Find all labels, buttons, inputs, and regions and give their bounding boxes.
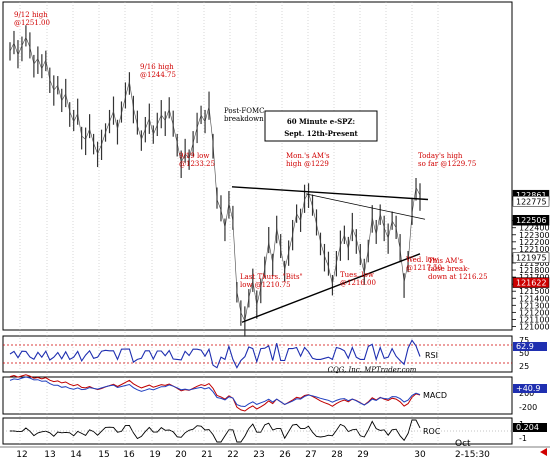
x-tick-label: 21 [201, 450, 212, 460]
macd-value-tag: +40.9 [516, 384, 541, 393]
price-tag-label: 122861 [516, 191, 547, 200]
x-tick-label: 22 [227, 450, 238, 460]
x-tick-label: 15 [98, 450, 109, 460]
annotation-line2: so far @1229.75 [418, 160, 476, 168]
annotation-line1: Tues. low [340, 271, 374, 279]
left-arrow-icon [540, 448, 547, 456]
x-tick-label: 13 [44, 450, 55, 460]
y-tick-label: 122400 [519, 224, 550, 233]
roc-value-tag-box [513, 423, 547, 432]
price-tag-box [512, 252, 550, 263]
annotation-line1: Last Thurs. "Bits" [240, 273, 303, 281]
y-tick-label: 121500 [519, 287, 550, 296]
x-tick-label: 27 [305, 450, 316, 460]
annotation-line1: 9/19 low [179, 152, 209, 160]
credit-text: CQG, Inc. MPTrader.com [328, 366, 417, 374]
price-tag-label: 121975 [516, 254, 547, 263]
x-month-label: Oct [455, 439, 471, 449]
macd-panel-frame [2, 376, 513, 415]
annotation-line2: @1244.75 [140, 71, 176, 79]
annotation-line2: false break- [428, 265, 470, 273]
annotation-line2: breakdown [224, 115, 264, 123]
y-tick-label: 121100 [519, 315, 550, 324]
annotation-line1: 9/16 high [140, 63, 174, 71]
rsi-tick-label: 25 [519, 362, 529, 371]
upper-trendline [231, 186, 429, 201]
annotation-line1: Wed. low [406, 256, 438, 264]
price-tag-box [512, 196, 550, 207]
x-tick-label: 19 [149, 450, 161, 460]
roc-label: ROC [423, 427, 441, 436]
y-tick-label: 121000 [519, 322, 550, 331]
macd-tick-label: 200 [519, 389, 534, 398]
price-tag-box [512, 277, 550, 288]
macd-label: MACD [423, 391, 447, 400]
price-tag-box [512, 214, 550, 226]
price-panel-frame [2, 1, 513, 331]
x-tick-label: 26 [279, 450, 291, 460]
y-tick-label: 121400 [519, 294, 550, 303]
rsi-value-tag: 62.9 [516, 342, 534, 351]
annotation-line1: 9/12 high [14, 11, 48, 19]
rsi-label: RSI [425, 351, 438, 360]
x-tick-label: 20 [175, 450, 187, 460]
annotation-line2: @1251.00 [14, 19, 50, 27]
rsi-tick-label: 75 [519, 336, 529, 345]
annotation-line1: Post-FOMC [224, 107, 265, 115]
chart-title: 60 Minute e-SPZ: [287, 117, 355, 126]
x-tick-label: 28 [331, 450, 343, 460]
annotation-line1: Mon.'s AM's [286, 152, 330, 160]
rsi-tick-label: 50 [519, 349, 529, 358]
x-tick-label: 12 [16, 450, 27, 460]
annotation-line2: high @1229 [286, 160, 329, 168]
rsi-panel-frame [2, 335, 513, 373]
rsi-line [9, 339, 421, 369]
annotation-line1: This AM's [428, 257, 463, 265]
price-tag-label: 122506 [516, 216, 547, 225]
y-tick-label: 122100 [519, 245, 550, 254]
annotation-line2: @1233.25 [179, 160, 215, 168]
y-tick-label: 121800 [519, 266, 550, 275]
roc-tick-label: -1 [519, 434, 527, 443]
annotation-line2: @1217.50 [406, 264, 442, 272]
x-tick-label: 23 [253, 450, 264, 460]
roc-value-tag: 0.204 [516, 423, 539, 432]
y-tick-label: 121200 [519, 308, 550, 317]
y-tick-label: 121300 [519, 301, 550, 310]
annotation-line2: low @1210.75 [240, 281, 291, 289]
annotation-line2: @1216.00 [340, 279, 376, 287]
x-tick-label: 14 [70, 450, 82, 460]
y-tick-label: 122200 [519, 238, 550, 247]
footer-right-label: 2-15:30 [455, 450, 490, 460]
macd-tick-label: -200 [519, 403, 537, 412]
chart-subtitle: Sept. 12th-Present [284, 129, 358, 138]
rsi-value-tag-box [513, 342, 547, 351]
lower-trendline [241, 253, 421, 323]
x-tick-label: 29 [357, 450, 369, 460]
roc-line [10, 419, 421, 443]
x-tick-label: 16 [123, 450, 135, 460]
title-box [264, 110, 378, 142]
annotation-line1: Today's high [418, 152, 463, 160]
price-tag-label: 121622 [516, 279, 547, 288]
y-tick-label: 121900 [519, 259, 550, 268]
mid-trendline [305, 193, 426, 220]
macd-signal-line [9, 376, 421, 408]
y-tick-label: 122300 [519, 231, 550, 240]
price-tag-label: 122775 [516, 197, 547, 206]
annotation-line3: down at 1216.25 [428, 273, 488, 281]
x-tick-label: 30 [414, 450, 426, 460]
macd-value-tag-box [513, 384, 547, 393]
price-close-line [9, 36, 421, 323]
